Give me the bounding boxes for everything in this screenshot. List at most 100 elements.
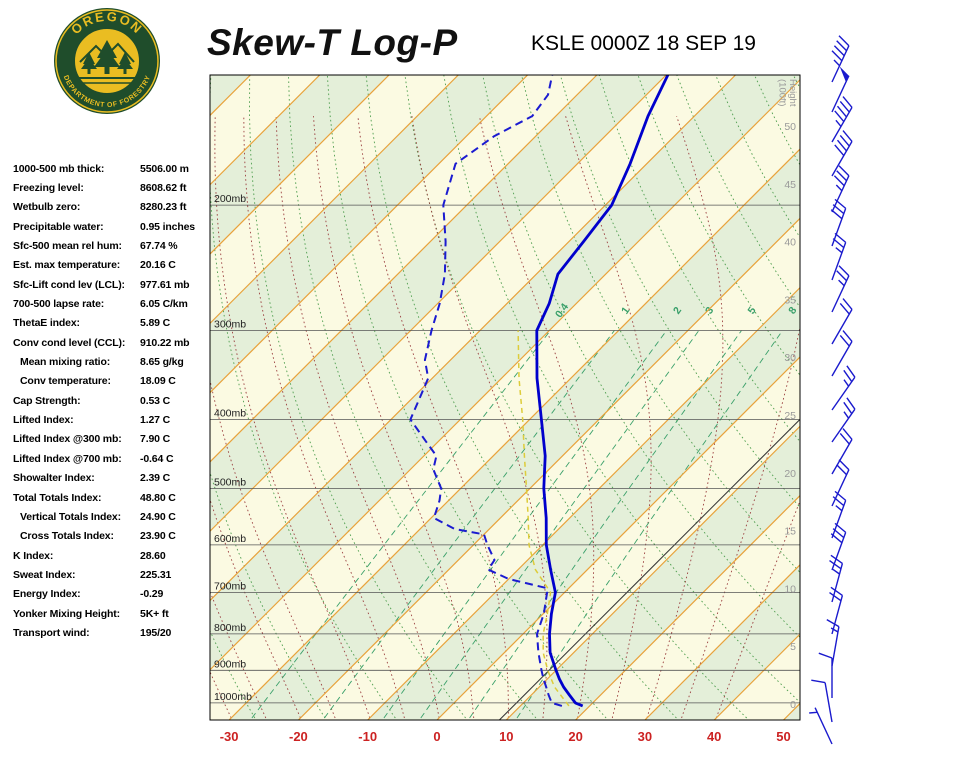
stat-row: Lifted Index: 1.27 C [13, 410, 218, 429]
stat-value: 0.95 inches [140, 220, 195, 233]
stat-label: Showalter Index: [13, 472, 95, 485]
temp-tick-label: 30 [638, 729, 652, 744]
stat-value: 18.09 C [140, 375, 176, 388]
wind-barb [831, 428, 853, 475]
stat-row: 700-500 lapse rate: 6.05 C/km [13, 294, 218, 313]
mixing-ratio-label: 3 [703, 305, 716, 317]
stat-label: Sweat Index: [13, 568, 76, 581]
stat-value: 8.65 g/kg [140, 356, 184, 369]
stat-row: Wetbulb zero: 8280.23 ft [13, 198, 218, 217]
temp-tick-label: -20 [289, 729, 308, 744]
wind-barb [829, 554, 844, 603]
stat-row: Conv cond level (CCL): 910.22 mb [13, 333, 218, 352]
sounding-profiles [409, 75, 670, 708]
stat-label: Lifted Index @700 mb: [13, 452, 122, 465]
wind-barb [831, 365, 856, 411]
stat-label: Mean mixing ratio: [20, 356, 111, 369]
stat-label: Transport wind: [13, 626, 90, 639]
stat-label: Conv temperature: [20, 375, 111, 388]
stat-row: Transport wind: 195/20 [13, 623, 218, 642]
pressure-lines: 200mb 300mb 400mb 500mb 600mb 700mb 800mb 900mb… [210, 193, 800, 704]
station-datetime: KSLE 0000Z 18 SEP 19 [531, 32, 756, 55]
stat-row: Est. max temperature: 20.16 C [13, 256, 218, 275]
height-tick-label: 15 [784, 526, 796, 538]
wind-barb [831, 96, 853, 143]
chart-border [209, 74, 801, 721]
stat-value: 910.22 mb [140, 336, 190, 349]
stat-row: 1000-500 mb thick: 5506.00 m [13, 159, 218, 178]
stat-value: 195/20 [140, 626, 172, 639]
stat-label: Precipitable water: [13, 220, 104, 233]
wind-barb [831, 35, 850, 83]
stat-row: Sfc-500 mean rel hum: 67.74 % [13, 236, 218, 255]
pressure-label: 600mb [214, 533, 246, 545]
page-title: Skew-T Log-P [207, 22, 458, 63]
stat-row: Lifted Index @300 mb: 7.90 C [13, 430, 218, 449]
stat-value: 5.89 C [140, 317, 171, 330]
stat-value: 7.90 C [140, 433, 171, 446]
stat-row: Cross Totals Index: 23.90 C [13, 527, 218, 546]
stat-row: Yonker Mixing Height: 5K+ ft [13, 604, 218, 623]
pressure-label: 200mb [214, 193, 246, 205]
stat-value: 225.31 [140, 568, 172, 581]
stat-label: Vertical Totals Index: [20, 510, 121, 523]
stat-row: Sweat Index: 225.31 [13, 565, 218, 584]
stat-value: 6.05 C/km [140, 298, 188, 311]
temperature-axis-labels: -30 -20 -10 0 10 20 30 40 50 [220, 729, 791, 744]
logo-forest-emblem [78, 40, 136, 84]
mixing-ratio-label: 1 [619, 305, 632, 317]
logo-inner-ring [74, 28, 140, 94]
temp-tick-label: -30 [220, 729, 239, 744]
wind-barb [831, 232, 847, 281]
stat-value: 48.80 C [140, 491, 176, 504]
height-tick-label: 25 [784, 410, 796, 422]
logo-outer-ring [55, 9, 159, 113]
pressure-label: 1000mb [214, 691, 252, 703]
stat-row: Conv temperature: 18.09 C [13, 372, 218, 391]
stat-row: K Index: 28.60 [13, 546, 218, 565]
stat-row: Sfc-Lift cond lev (LCL): 977.61 mb [13, 275, 218, 294]
stat-row: ThetaE index: 5.89 C [13, 314, 218, 333]
stat-row: Cap Strength: 0.53 C [13, 391, 218, 410]
stat-label: Energy Index: [13, 588, 81, 601]
stat-label: Wetbulb zero: [13, 201, 81, 214]
stat-label: Lifted Index: [13, 414, 74, 427]
wind-barb [818, 652, 833, 698]
stat-label: Total Totals Index: [13, 491, 102, 504]
mixing-ratio-label: 2 [671, 305, 684, 317]
stat-label: Cross Totals Index: [20, 530, 114, 543]
height-axis-title-line2: (100ft) [777, 79, 788, 106]
temp-tick-label: 0 [433, 729, 440, 744]
stat-label: Cap Strength: [13, 394, 81, 407]
height-tick-label: 40 [784, 237, 796, 249]
wind-barb [831, 397, 856, 443]
height-axis-title-line1: Height [787, 79, 798, 107]
wind-barb [831, 265, 850, 313]
stat-label: Sfc-500 mean rel hum: [13, 240, 122, 253]
height-tick-label: 45 [784, 179, 796, 191]
dewpoint-profile [409, 75, 563, 707]
stat-label: Lifted Index @300 mb: [13, 433, 122, 446]
temp-tick-label: 20 [568, 729, 582, 744]
stat-value: 23.90 C [140, 530, 176, 543]
stat-row: Precipitable water: 0.95 inches [13, 217, 218, 236]
stat-value: 20.16 C [140, 259, 176, 272]
height-axis-title: Height (100ft) [777, 79, 799, 109]
background-bands [210, 75, 800, 720]
pressure-label: 800mb [214, 622, 246, 634]
stat-label: 1000-500 mb thick: [13, 162, 105, 175]
stat-value: -0.64 C [140, 452, 174, 465]
height-tick-label: 30 [784, 352, 796, 364]
stat-row: Freezing level: 8608.62 ft [13, 178, 218, 197]
height-tick-label: 20 [784, 468, 796, 480]
stat-label: K Index: [13, 549, 54, 562]
stat-value: -0.29 [140, 588, 164, 601]
pressure-label: 700mb [214, 581, 246, 593]
stat-label: Est. max temperature: [13, 259, 121, 272]
stat-value: 67.74 % [140, 240, 178, 253]
odf-logo: OREGON DEPARTMENT OF FORESTRY [54, 8, 160, 114]
height-tick-label: 10 [784, 583, 796, 595]
stat-label: Freezing level: [13, 182, 84, 195]
